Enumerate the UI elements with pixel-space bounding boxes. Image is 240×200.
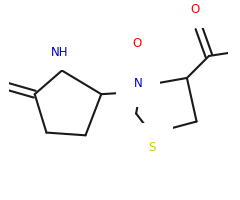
Text: O: O	[190, 3, 199, 16]
Text: S: S	[148, 141, 155, 154]
Text: O: O	[133, 37, 142, 50]
Text: NH: NH	[51, 46, 69, 59]
Text: N: N	[134, 77, 142, 90]
